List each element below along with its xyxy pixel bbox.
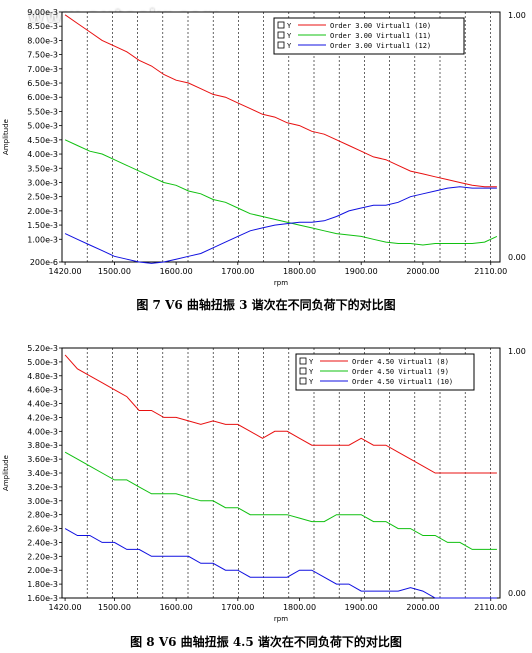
- y-tick-label: 3.80e-3: [27, 441, 58, 450]
- x-tick-label: 2000.00: [406, 267, 439, 276]
- x-tick-label: 1900.00: [345, 603, 378, 612]
- x-tick-label: 1900.00: [345, 267, 378, 276]
- x-tick-label: 1800.00: [283, 603, 316, 612]
- y-tick-label: 9.00e-3: [27, 8, 58, 17]
- x-tick-label: 1800.00: [283, 267, 316, 276]
- series-line: [64, 528, 497, 599]
- y-tick-label: 8.50e-3: [27, 22, 58, 31]
- x-tick-label: 1700.00: [221, 603, 254, 612]
- x-tick-label: 1500.00: [98, 267, 131, 276]
- legend-box: [295, 353, 475, 391]
- y-tick-label: 5.50e-3: [27, 107, 58, 116]
- x-axis-label: rpm: [274, 279, 288, 287]
- legend-label: Order 3.00 Virtual1 (11): [330, 32, 431, 40]
- y-tick-label: 1.00e-3: [27, 235, 58, 244]
- series-line: [64, 451, 497, 550]
- legend-checkbox: [277, 41, 285, 49]
- legend-checkbox: [299, 367, 307, 375]
- y-tick-label: 4.20e-3: [27, 413, 58, 422]
- legend-box: [273, 17, 465, 55]
- y-tick-label: 5.00e-3: [27, 122, 58, 131]
- x-axis-label: rpm: [274, 615, 288, 623]
- chart-caption: 图 8 V6 曲轴扭振 4.5 谐次在不同负荷下的对比图: [130, 635, 402, 649]
- y-tick-label: 4.50e-3: [27, 136, 58, 145]
- y-tick-label: 4.00e-3: [27, 150, 58, 159]
- legend-label: Order 4.50 Virtual1 (8): [352, 358, 449, 366]
- x-tick-label: 2000.00: [406, 603, 439, 612]
- right-axis-label: 1.00: [508, 347, 526, 356]
- y-tick-label: 4.40e-3: [27, 400, 58, 409]
- legend-label: Order 3.00 Virtual1 (10): [330, 22, 431, 30]
- y-tick-label: 2.40e-3: [27, 538, 58, 547]
- legend-checkbox: [299, 357, 307, 365]
- y-tick-label: 4.80e-3: [27, 372, 58, 381]
- right-axis-label: 0.00: [508, 589, 526, 598]
- y-tick-label: 3.50e-3: [27, 164, 58, 173]
- legend-label: Order 4.50 Virtual1 (9): [352, 368, 449, 376]
- y-axis-label: Amplitude: [2, 455, 10, 491]
- y-tick-label: 3.00e-3: [27, 497, 58, 506]
- y-tick-label: 2.50e-3: [27, 193, 58, 202]
- y-tick-label: 4.00e-3: [27, 427, 58, 436]
- y-tick-label: 2.00e-3: [27, 566, 58, 575]
- y-tick-label: 2.20e-3: [27, 552, 58, 561]
- x-tick-label: 2110.00: [474, 603, 507, 612]
- y-tick-label: 4.60e-3: [27, 386, 58, 395]
- y-tick-label: 3.20e-3: [27, 483, 58, 492]
- legend-checkbox-label: Y: [287, 22, 292, 30]
- y-tick-label: 6.00e-3: [27, 93, 58, 102]
- y-tick-label: 7.00e-3: [27, 65, 58, 74]
- x-tick-label: 1420.00: [49, 603, 82, 612]
- y-tick-label: 3.60e-3: [27, 455, 58, 464]
- right-axis-label: 1.00: [508, 11, 526, 20]
- x-tick-label: 1600.00: [160, 267, 193, 276]
- legend-checkbox: [299, 377, 307, 385]
- x-tick-label: 2110.00: [474, 267, 507, 276]
- x-tick-label: 1600.00: [160, 603, 193, 612]
- legend-label: Order 3.00 Virtual1 (12): [330, 42, 431, 50]
- y-tick-label: 6.50e-3: [27, 79, 58, 88]
- legend-checkbox-label: Y: [287, 42, 292, 50]
- y-tick-label: 1.80e-3: [27, 580, 58, 589]
- y-tick-label: 7.50e-3: [27, 51, 58, 60]
- y-tick-label: 5.00e-3: [27, 358, 58, 367]
- chart-caption: 图 7 V6 曲轴扭振 3 谐次在不同负荷下的对比图: [136, 298, 396, 312]
- y-tick-label: 2.80e-3: [27, 511, 58, 520]
- y-tick-label: 3.00e-3: [27, 178, 58, 187]
- legend-checkbox-label: Y: [309, 378, 314, 386]
- right-axis-label: 0.00: [508, 253, 526, 262]
- y-tick-label: 2.00e-3: [27, 207, 58, 216]
- x-tick-label: 1500.00: [98, 603, 131, 612]
- x-tick-label: 1700.00: [221, 267, 254, 276]
- y-tick-label: 8.00e-3: [27, 36, 58, 45]
- y-tick-label: 1.60e-3: [27, 594, 58, 603]
- y-tick-label: 2.60e-3: [27, 525, 58, 534]
- legend-checkbox: [277, 21, 285, 29]
- legend-label: Order 4.50 Virtual1 (10): [352, 378, 453, 386]
- series-line: [64, 139, 498, 246]
- series-line: [64, 354, 497, 474]
- series-line: [64, 14, 497, 188]
- y-tick-label: 3.40e-3: [27, 469, 58, 478]
- chart-order-3: 200e-6 1.00e-3 1.50e-3 2.00e-3 2.50e-3 3.00e-…: [2, 8, 526, 287]
- y-axis-label: Amplitude: [2, 119, 10, 155]
- legend-checkbox-label: Y: [309, 368, 314, 376]
- series-line: [64, 186, 497, 264]
- chart-order-4-5: 1.60e-3 1.80e-3 2.00e-3 2.20e-3 2.40e-3 2.60e…: [2, 344, 526, 623]
- x-tick-label: 1420.00: [49, 267, 82, 276]
- y-tick-label: 1.50e-3: [27, 221, 58, 230]
- legend-checkbox-label: Y: [287, 32, 292, 40]
- y-tick-label: 200e-6: [30, 258, 58, 267]
- legend-checkbox-label: Y: [309, 358, 314, 366]
- legend-checkbox: [277, 31, 285, 39]
- y-tick-label: 5.20e-3: [27, 344, 58, 353]
